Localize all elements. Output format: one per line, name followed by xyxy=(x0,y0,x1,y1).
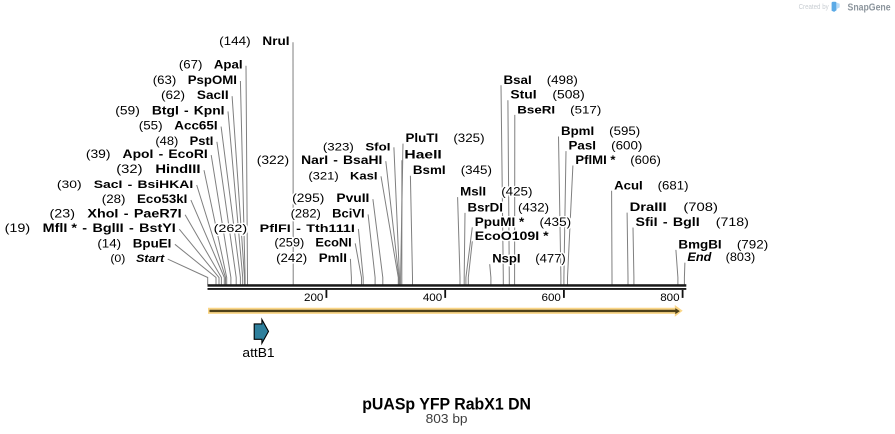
svg-text:SfiI-BglI(718): SfiI - BglI (718) xyxy=(636,215,749,228)
svg-text:(282)BciVI: (282) BciVI xyxy=(291,207,365,220)
svg-text:600: 600 xyxy=(542,292,561,304)
svg-text:pUASp YFP RabX1 DN: pUASp YFP RabX1 DN xyxy=(362,395,531,414)
svg-text:800: 800 xyxy=(660,292,679,304)
svg-text:200: 200 xyxy=(304,292,323,304)
svg-text:(295)PvuII: (295) PvuII xyxy=(292,191,369,205)
svg-text:(39)ApoI-EcoRI: (39) ApoI - EcoRI xyxy=(86,147,208,161)
svg-text:MslI(425): MslI (425) xyxy=(460,185,532,198)
svg-text:(259)EcoNI: (259) EcoNI xyxy=(274,236,351,249)
svg-text:HaeII: HaeII xyxy=(404,149,441,162)
svg-text:(321)KasI: (321) KasI xyxy=(308,169,377,182)
svg-text:EcoO109I *: EcoO109I * xyxy=(475,229,549,242)
svg-text:BsaI(498): BsaI (498) xyxy=(504,74,578,87)
svg-text:StuI(508): StuI (508) xyxy=(510,88,584,102)
svg-text:(23)XhoI-PaeR7I: (23) XhoI - PaeR7I xyxy=(50,207,182,220)
svg-text:NspI(477): NspI (477) xyxy=(492,252,566,265)
svg-text:(19)MflI *-BglII-BstYI: (19) MflI * - BglII - BstYI xyxy=(5,222,176,235)
svg-text:(14)BpuEI: (14) BpuEI xyxy=(97,237,171,250)
svg-text:PasI(600): PasI (600) xyxy=(569,139,643,152)
svg-text:BpmI(595): BpmI (595) xyxy=(561,125,640,138)
svg-text:(28)Eco53kI: (28) Eco53kI xyxy=(102,193,188,206)
svg-text:(323)SfoI: (323) SfoI xyxy=(323,140,391,153)
svg-text:(32)HindIII: (32) HindIII xyxy=(116,163,200,176)
svg-text:End(803): End (803) xyxy=(687,251,755,264)
svg-text:Created by: Created by xyxy=(799,3,830,11)
svg-text:DraIII(708): DraIII (708) xyxy=(630,201,718,214)
svg-text:BsmI(345): BsmI (345) xyxy=(413,164,492,177)
svg-text:(242)PmlI: (242) PmlI xyxy=(276,252,347,265)
svg-text:(144)NruI: (144) NruI xyxy=(219,35,289,48)
svg-text:PpuMI *(435): PpuMI * (435) xyxy=(475,216,571,229)
svg-text:(67)ApaI: (67) ApaI xyxy=(179,58,243,71)
svg-text:400: 400 xyxy=(423,292,442,304)
svg-text:AcuI(681): AcuI (681) xyxy=(614,179,688,192)
svg-text:(62)SacII: (62) SacII xyxy=(161,89,229,102)
svg-text:(59)BtgI-KpnI: (59) BtgI - KpnI xyxy=(115,104,224,118)
svg-text:BmgBI(792): BmgBI (792) xyxy=(678,238,768,251)
svg-text:(48)PstI: (48) PstI xyxy=(155,134,213,147)
svg-text:BsrDI(432): BsrDI (432) xyxy=(468,201,550,214)
svg-text:(55)Acc65I: (55) Acc65I xyxy=(139,119,218,132)
svg-text:(0)Start: (0) Start xyxy=(110,251,165,264)
svg-text:SnapGene: SnapGene xyxy=(848,2,891,14)
svg-text:attB1: attB1 xyxy=(242,346,274,360)
svg-text:(63)PspOMI: (63) PspOMI xyxy=(153,74,237,87)
svg-text:803 bp: 803 bp xyxy=(426,412,468,426)
svg-text:(322)NarI-BsaHI: (322) NarI - BsaHI xyxy=(257,153,383,167)
svg-text:BseRI(517): BseRI (517) xyxy=(517,103,601,116)
svg-text:PluTI(325): PluTI (325) xyxy=(406,132,485,145)
svg-text:PflMI *(606): PflMI * (606) xyxy=(575,154,660,167)
svg-text:(262)PflFI-Tth111I: (262) PflFI - Tth111I xyxy=(214,221,355,234)
svg-text:(30)SacI-BsiHKAI: (30) SacI - BsiHKAI xyxy=(57,177,193,190)
